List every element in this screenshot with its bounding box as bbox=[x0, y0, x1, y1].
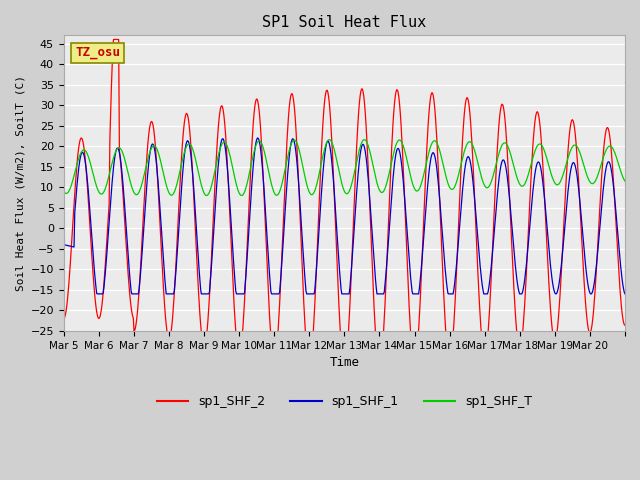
sp1_SHF_1 bbox=[93, 291, 101, 297]
sp1_SHF_2 bbox=[109, 36, 117, 42]
Line: sp1_SHF_1: sp1_SHF_1 bbox=[64, 138, 625, 294]
sp1_SHF_1 bbox=[280, 238, 287, 243]
sp1_SHF_1 bbox=[621, 291, 629, 297]
sp1_SHF_T bbox=[230, 169, 237, 175]
sp1_SHF_1 bbox=[435, 190, 443, 196]
sp1_SHF_2 bbox=[404, 272, 412, 277]
sp1_SHF_2 bbox=[280, 218, 287, 224]
sp1_SHF_2 bbox=[258, 151, 266, 156]
sp1_SHF_T bbox=[126, 176, 134, 182]
Y-axis label: Soil Heat Flux (W/m2), SoilT (C): Soil Heat Flux (W/m2), SoilT (C) bbox=[15, 75, 25, 291]
sp1_SHF_2 bbox=[621, 323, 629, 328]
sp1_SHF_1 bbox=[404, 238, 412, 243]
sp1_SHF_2 bbox=[127, 298, 134, 303]
sp1_SHF_1 bbox=[60, 242, 68, 248]
sp1_SHF_2 bbox=[164, 332, 172, 338]
sp1_SHF_2 bbox=[60, 316, 68, 322]
sp1_SHF_2 bbox=[230, 305, 238, 311]
sp1_SHF_1 bbox=[127, 281, 134, 287]
Legend: sp1_SHF_2, sp1_SHF_1, sp1_SHF_T: sp1_SHF_2, sp1_SHF_1, sp1_SHF_T bbox=[152, 390, 537, 413]
sp1_SHF_T bbox=[203, 192, 211, 198]
Text: TZ_osu: TZ_osu bbox=[75, 47, 120, 60]
Title: SP1 Soil Heat Flux: SP1 Soil Heat Flux bbox=[262, 15, 426, 30]
X-axis label: Time: Time bbox=[330, 356, 360, 369]
Line: sp1_SHF_T: sp1_SHF_T bbox=[64, 140, 625, 195]
Line: sp1_SHF_2: sp1_SHF_2 bbox=[64, 39, 625, 335]
sp1_SHF_1 bbox=[258, 161, 266, 167]
sp1_SHF_1 bbox=[230, 258, 237, 264]
sp1_SHF_T bbox=[278, 179, 286, 184]
sp1_SHF_T bbox=[621, 178, 629, 184]
sp1_SHF_T bbox=[404, 160, 412, 166]
sp1_SHF_2 bbox=[435, 185, 443, 191]
sp1_SHF_T bbox=[435, 146, 443, 152]
sp1_SHF_T bbox=[60, 189, 68, 194]
sp1_SHF_1 bbox=[254, 135, 262, 141]
sp1_SHF_T bbox=[326, 137, 333, 143]
sp1_SHF_T bbox=[257, 140, 265, 146]
